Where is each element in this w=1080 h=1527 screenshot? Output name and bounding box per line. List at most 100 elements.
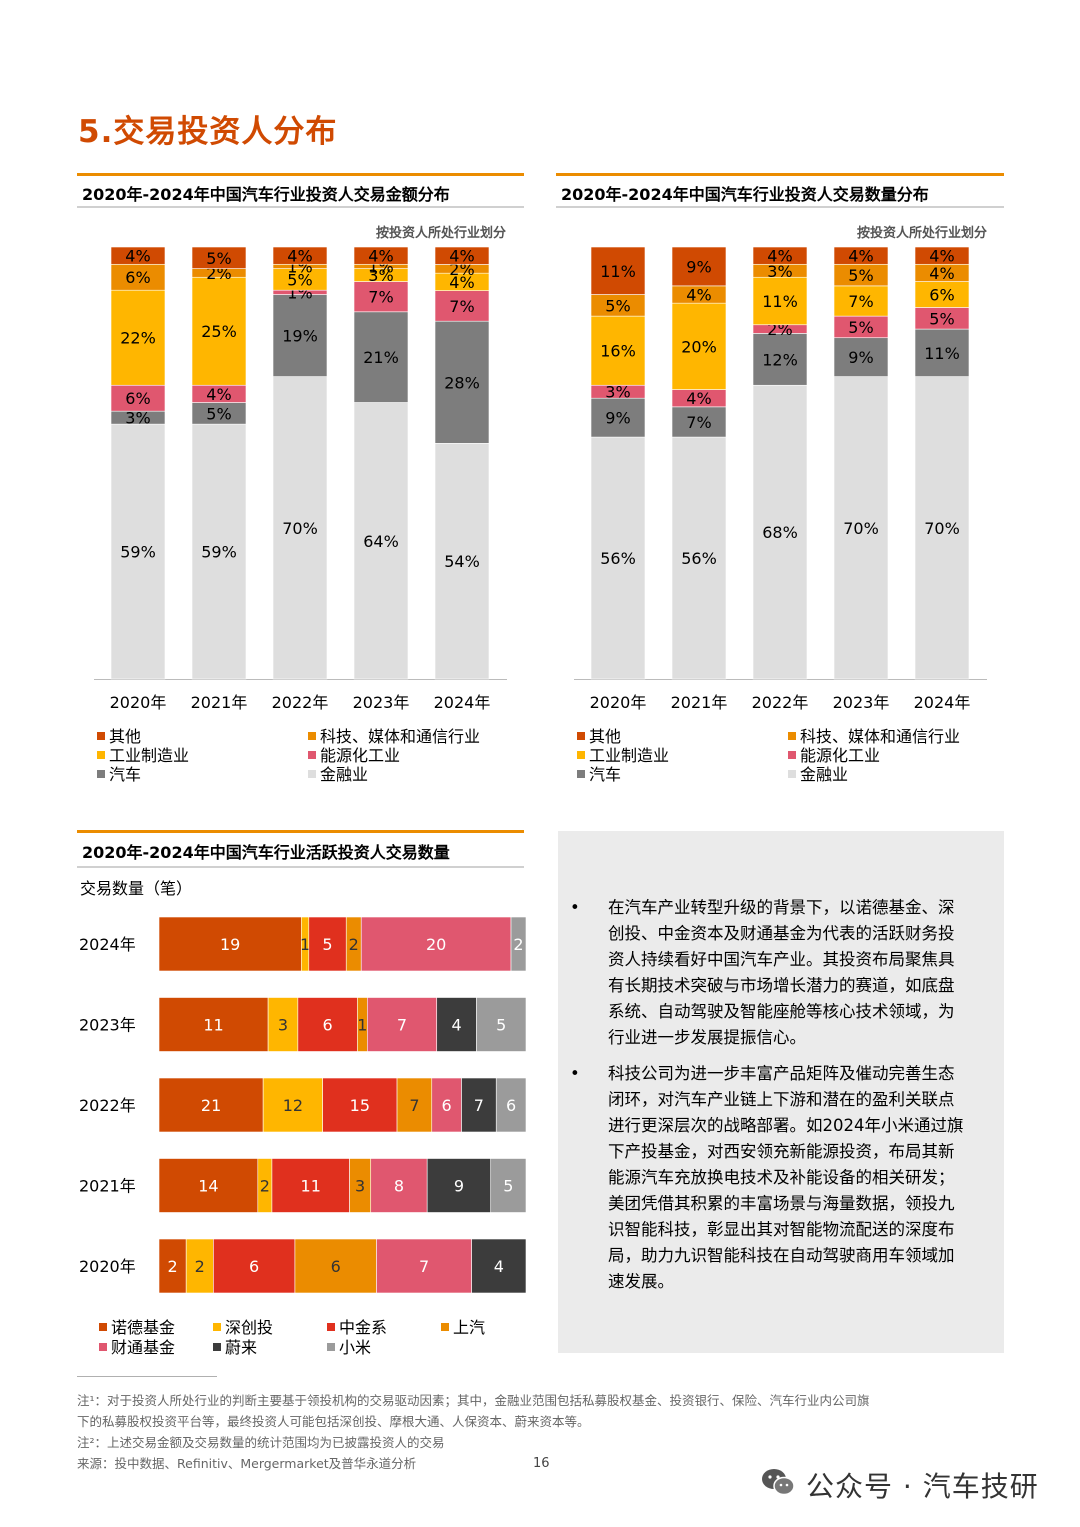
- y-tick-label: 2024年: [79, 935, 136, 954]
- chart2-plot: 56% 9% 3% 16% 5% 11% 2020年 56% 7% 4% 20% 4% 9% 2021年 6…: [574, 246, 987, 712]
- data-label: 19%: [282, 327, 318, 346]
- bar-segment: [110, 289, 166, 386]
- bar-segment: [436, 997, 477, 1052]
- bar-segment: [434, 246, 490, 265]
- bar-segment: [495, 1077, 527, 1133]
- legend-item-industrial: 工业制造业: [97, 746, 189, 765]
- y-tick-label: 2023年: [79, 1016, 136, 1035]
- bar-segment: [426, 1158, 492, 1213]
- legend-label: 深创投: [225, 1318, 274, 1337]
- data-label: 4%: [368, 247, 393, 266]
- legend-swatch: [327, 1342, 335, 1351]
- data-label: 20: [426, 935, 446, 954]
- chart3-title-rule: [77, 866, 524, 868]
- bar-segment: [431, 1077, 462, 1133]
- bar-segment: [471, 1238, 527, 1294]
- bullet-text: 科技公司为进一步丰富产品矩阵及催动完善生态闭环，对汽车产业链上下游和潜在的盈利关…: [608, 1064, 964, 1291]
- data-label: 70%: [282, 519, 318, 538]
- legend-item-finance: 金融业: [308, 765, 368, 784]
- data-label: 6: [249, 1257, 259, 1276]
- data-label: 6: [323, 1016, 333, 1035]
- legend-label: 财通基金: [111, 1338, 176, 1357]
- data-label: 7%: [368, 288, 393, 307]
- bar-segment: [185, 1238, 214, 1294]
- data-label: 3%: [125, 409, 150, 428]
- data-label: 4%: [848, 247, 873, 266]
- bar-segment: [914, 328, 970, 377]
- bar-segment: [590, 436, 646, 680]
- data-label: 6%: [125, 268, 150, 287]
- x-tick-label: 2024年: [914, 693, 971, 712]
- bar-segment: [308, 916, 347, 972]
- data-label: 7: [409, 1096, 419, 1115]
- legend-label: 能源化工业: [800, 746, 881, 765]
- data-label: 4%: [449, 247, 474, 266]
- bar-segment: [914, 246, 970, 265]
- data-label: 6: [506, 1096, 516, 1115]
- chart2-top-rule: [556, 173, 1004, 176]
- data-label: 9: [454, 1177, 464, 1196]
- bar-segment: [353, 402, 409, 680]
- bar-segment: [110, 263, 166, 291]
- data-label: 19: [220, 935, 240, 954]
- bar-segment: [434, 320, 490, 444]
- y-tick-label: 2021年: [79, 1177, 136, 1196]
- bar-segment: [490, 1158, 527, 1213]
- bar-segment: [353, 311, 409, 403]
- footnote-line: 来源：投中数据、Refinitiv、Mergermarket及普华永道分析: [77, 1456, 417, 1471]
- bar-segment: [366, 997, 438, 1052]
- chart1-legend: 其他 科技、媒体和通信行业 工业制造业 能源化工业 汽车 金融业: [97, 727, 527, 787]
- bar-segment: [322, 1077, 398, 1133]
- bar-segment: [752, 384, 808, 680]
- bar-segment: [671, 436, 727, 680]
- bar-segment: [434, 443, 490, 680]
- data-label: 64%: [363, 532, 399, 551]
- data-label: 7%: [449, 297, 474, 316]
- bar-segment: [272, 294, 328, 377]
- watermark-text: 公众号 · 汽车技研: [806, 1470, 1039, 1503]
- bar-segment: [158, 1238, 187, 1294]
- bar-segment: [370, 1158, 428, 1213]
- data-label: 5%: [287, 270, 312, 289]
- data-label: 3%: [368, 266, 393, 285]
- legend-item-cicc: 中金系: [327, 1318, 387, 1337]
- bar-segment: [294, 1238, 377, 1294]
- bar-segment: [110, 384, 166, 412]
- legend-label: 中金系: [339, 1318, 388, 1337]
- data-label: 2: [349, 935, 359, 954]
- chart1-title: 2020年-2024年中国汽车行业投资人交易金额分布: [82, 185, 450, 204]
- bullet-dot: •: [570, 1064, 580, 1083]
- bar-segment: [262, 1077, 323, 1133]
- data-label: 4%: [929, 247, 954, 266]
- data-label: 16%: [600, 342, 636, 361]
- legend-label: 蔚来: [225, 1338, 258, 1357]
- legend-label: 科技、媒体和通信行业: [800, 727, 961, 746]
- legend-label: 小米: [339, 1338, 372, 1357]
- legend-label: 诺德基金: [111, 1318, 176, 1337]
- legend-swatch: [97, 750, 105, 759]
- legend-label: 工业制造业: [589, 746, 670, 765]
- data-label: 4%: [125, 247, 150, 266]
- legend-item-tmt: 科技、媒体和通信行业: [788, 727, 960, 746]
- data-label: 12: [283, 1096, 303, 1115]
- bar-segment: [213, 1238, 296, 1294]
- data-label: 9%: [848, 348, 873, 367]
- legend-swatch: [577, 769, 585, 778]
- legend-item-auto: 汽车: [97, 765, 141, 784]
- legend-label: 科技、媒体和通信行业: [320, 727, 481, 746]
- bullet-text: 在汽车产业转型升级的背景下，以诺德基金、深创投、中金资本及财通基金为代表的活跃财…: [608, 898, 955, 1047]
- y-tick-label: 2022年: [79, 1096, 136, 1115]
- data-label: 11: [203, 1016, 223, 1035]
- data-label: 7: [419, 1257, 429, 1276]
- data-label: 11%: [924, 344, 960, 363]
- data-label: 9%: [686, 257, 711, 276]
- legend-item-scgc: 深创投: [213, 1318, 273, 1337]
- data-label: 5: [503, 1177, 513, 1196]
- bar-segment: [191, 246, 247, 269]
- data-label: 5: [496, 1016, 506, 1035]
- data-label: 5%: [206, 249, 231, 268]
- legend-label: 汽车: [109, 765, 142, 784]
- data-label: 4%: [686, 389, 711, 408]
- legend-label: 上汽: [453, 1318, 486, 1337]
- legend-item-auto: 汽车: [577, 765, 621, 784]
